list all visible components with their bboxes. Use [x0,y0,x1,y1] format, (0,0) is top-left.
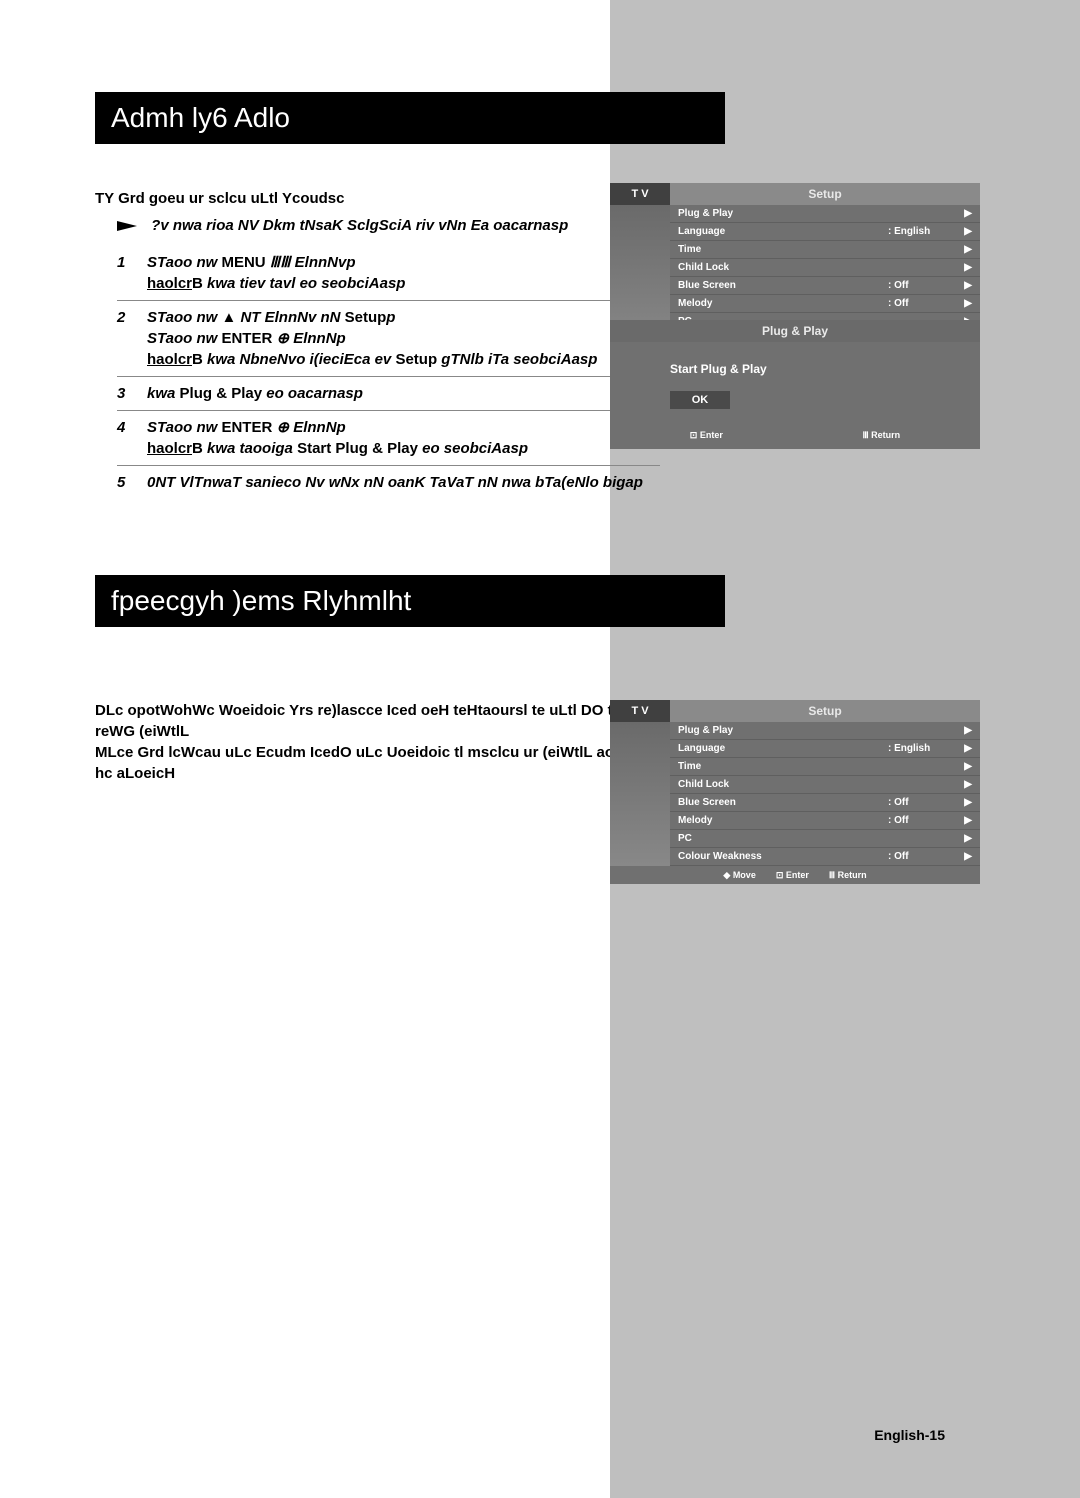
step-row: 4STaoo nw ENTER ⊕ ElnnNphaolcrB kwa taoo… [117,411,660,466]
step-number: 2 [117,307,147,370]
osd-item-label: Time [678,761,888,772]
osd-setup-menu-2: T V Setup Plug & Play▶Language: English▶… [610,700,980,884]
osd-menu-item[interactable]: Melody: Off▶ [670,812,980,830]
osd-item-label: Child Lock [678,779,888,790]
osd-menu-item[interactable]: Plug & Play ▶ [670,205,980,223]
osd-item-value: : English [888,743,958,754]
chevron-right-icon: ▶ [958,761,972,772]
osd-footer-hint: ⊡ Enter [690,430,723,441]
chevron-right-icon: ▶ [958,725,972,736]
step-body: STaoo nw ▲ NT ElnnNv nN SetuppSTaoo nw E… [147,307,660,370]
step-row: 1STaoo nw MENU ⅢⅢ ElnnNvphaolcrB kwa tie… [117,246,660,301]
osd-menu-item[interactable]: Colour Weakness: Off▶ [670,848,980,866]
chevron-right-icon: ▶ [958,815,972,826]
page-number: English-15 [874,1427,945,1443]
chevron-right-icon: ▶ [958,797,972,808]
osd-menu-item[interactable]: Melody: Off▶ [670,295,980,313]
osd-icon-column-2 [610,722,670,866]
osd-item-value: : Off [888,815,958,826]
chevron-right-icon: ▶ [958,743,972,754]
step-body: kwa Plug & Play eo oacarnasp [147,383,660,404]
chevron-right-icon: ▶ [958,280,972,291]
section-2-content: DLc opotWohWc Woeidoic Yrs re)lascce Ice… [95,700,660,784]
osd-tv-label: T V [610,183,670,205]
osd-item-label: Melody [678,815,888,826]
chevron-right-icon: ▶ [958,833,972,844]
step-row: 50NT VlTnwaT sanieco Nv wNx nN oanK TaVa… [117,466,660,499]
heading-1-frame [95,92,725,144]
step-number: 3 [117,383,147,404]
osd-item-value: : English [888,226,958,237]
osd-menu-item[interactable]: Time ▶ [670,241,980,259]
pp-ok-button[interactable]: OK [670,391,730,409]
osd-title-2: Setup [670,700,980,722]
osd-plugplay-dialog: Plug & Play Start Plug & Play OK ⊡ Enter… [610,320,980,449]
step-number: 5 [117,472,147,493]
osd-menu-item[interactable]: Child Lock ▶ [670,259,980,277]
chevron-right-icon: ▶ [958,226,972,237]
osd-menu-item[interactable]: Blue Screen: Off▶ [670,277,980,295]
osd-footer-hint: ◆ Move [723,870,755,881]
osd-item-label: Language [678,226,888,237]
osd-item-label: Plug & Play [678,725,888,736]
step-body: 0NT VlTnwaT sanieco Nv wNx nN oanK TaVaT… [147,472,660,493]
osd-item-label: Child Lock [678,262,888,273]
osd-item-label: Blue Screen [678,280,888,291]
step-row: 3kwa Plug & Play eo oacarnasp [117,377,660,411]
osd-title: Setup [670,183,980,205]
chevron-right-icon: ▶ [958,851,972,862]
step-number: 1 [117,252,147,294]
pp-title: Plug & Play [610,320,980,342]
arrow-icon [117,221,137,231]
osd-footer-hint: ⊡ Enter [776,870,809,881]
osd-menu-item[interactable]: Child Lock ▶ [670,776,980,794]
step-body: STaoo nw MENU ⅢⅢ ElnnNvphaolcrB kwa tiev… [147,252,660,294]
osd-tv-label-2: T V [610,700,670,722]
osd-item-label: PC [678,833,888,844]
osd-item-value: : Off [888,298,958,309]
osd-item-label: Colour Weakness [678,851,888,862]
osd-item-value: : Off [888,797,958,808]
osd-menu-item[interactable]: PC ▶ [670,830,980,848]
osd-menu-item[interactable]: Language: English▶ [670,740,980,758]
osd-item-value: : Off [888,851,958,862]
osd-item-label: Language [678,743,888,754]
intro-bold: TY Grd goeu ur sclcu uLtl Ycoudsc [95,188,660,209]
step-number: 4 [117,417,147,459]
osd-menu-item[interactable]: Time ▶ [670,758,980,776]
osd-menu-item[interactable]: Plug & Play ▶ [670,722,980,740]
pp-start-label: Start Plug & Play [670,362,970,376]
osd-item-label: Melody [678,298,888,309]
chevron-right-icon: ▶ [958,262,972,273]
osd-menu-item[interactable]: Blue Screen: Off▶ [670,794,980,812]
osd-item-label: Blue Screen [678,797,888,808]
chevron-right-icon: ▶ [958,298,972,309]
section-1-content: TY Grd goeu ur sclcu uLtl Ycoudsc ?v nwa… [95,188,660,499]
step-body: STaoo nw ENTER ⊕ ElnnNphaolcrB kwa taooi… [147,417,660,459]
osd-footer-hint: Ⅲ Return [829,870,867,881]
intro-italic: ?v nwa rioa NV Dkm tNsaK SclgSciA riv vN… [151,217,568,234]
osd-footer-hint: Ⅲ Return [862,430,900,441]
chevron-right-icon: ▶ [958,779,972,790]
osd-menu-item[interactable]: Language: English▶ [670,223,980,241]
chevron-right-icon: ▶ [958,208,972,219]
osd-item-label: Time [678,244,888,255]
osd-item-label: Plug & Play [678,208,888,219]
step-row: 2STaoo nw ▲ NT ElnnNv nN SetuppSTaoo nw … [117,301,660,377]
chevron-right-icon: ▶ [958,244,972,255]
heading-2-frame [95,575,725,627]
osd-item-value: : Off [888,280,958,291]
